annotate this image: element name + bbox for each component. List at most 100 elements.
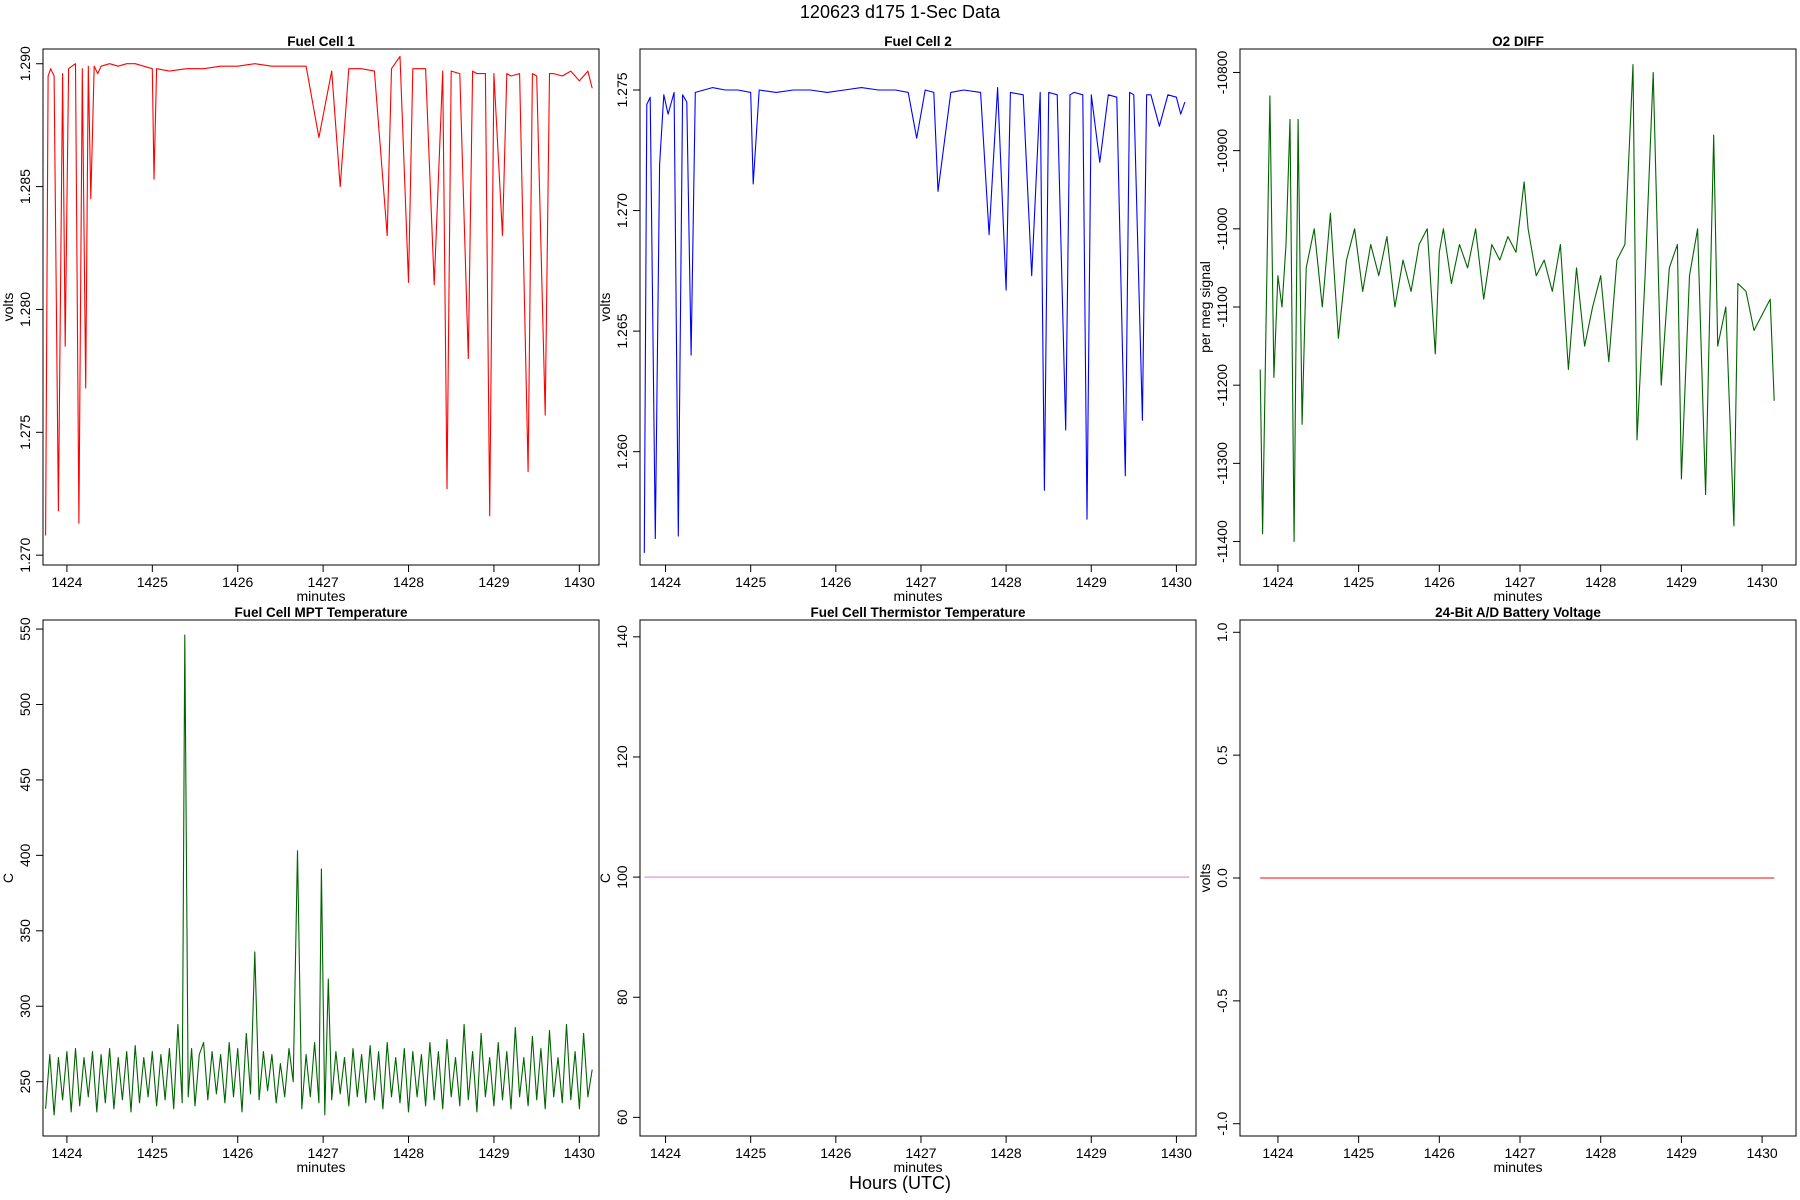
x-tick-label: 1430: [1747, 1145, 1778, 1161]
y-tick-label: 250: [17, 1070, 33, 1094]
y-tick-label: -11100: [1214, 286, 1230, 328]
y-axis-label: C: [0, 873, 16, 883]
series-line-mpt: [45, 634, 593, 1116]
x-axis-label: minutes: [893, 588, 942, 604]
x-tick-label: 1427: [308, 574, 339, 590]
x-tick-label: 1425: [137, 574, 168, 590]
x-tick-label: 1424: [650, 1145, 681, 1161]
series-line-fc1: [45, 55, 593, 536]
panel-title: Fuel Cell 1: [287, 34, 355, 49]
x-tick-label: 1429: [1666, 1145, 1697, 1161]
x-axis-label: minutes: [893, 1159, 942, 1175]
y-tick-label: -10900: [1214, 129, 1230, 173]
x-tick-label: 1426: [222, 1145, 253, 1161]
x-tick-label: 1428: [991, 574, 1022, 590]
x-tick-label: 1429: [478, 1145, 509, 1161]
x-tick-label: 1425: [735, 1145, 766, 1161]
plot-frame: [639, 48, 1197, 566]
panel-title: Fuel Cell 2: [884, 34, 952, 49]
y-tick-label: 1.270: [614, 193, 630, 228]
x-tick-label: 1427: [905, 1145, 936, 1161]
y-tick-label: 0.5: [1214, 745, 1230, 765]
x-tick-label: 1430: [564, 1145, 595, 1161]
x-axis-label: minutes: [296, 588, 345, 604]
panel-fc2: Fuel Cell 2 1424 1425 1426 1427 1428 1429 1430 m…: [597, 34, 1197, 604]
y-tick-label: 1.270: [17, 537, 33, 572]
x-tick-label: 1424: [1262, 1145, 1293, 1161]
x-tick-label: 1424: [51, 1145, 82, 1161]
x-tick-label: 1427: [1504, 1145, 1535, 1161]
outer-xlabel: Hours (UTC): [849, 1173, 951, 1193]
y-tick-label: 60: [614, 1109, 630, 1125]
x-tick-label: 1426: [820, 1145, 851, 1161]
x-axis-label: minutes: [296, 1159, 345, 1175]
y-tick-label: 1.275: [17, 415, 33, 450]
plot-frame: [1239, 48, 1797, 566]
x-tick-label: 1427: [308, 1145, 339, 1161]
page-title: 120623 d175 1-Sec Data: [800, 2, 1001, 22]
y-tick-label: 300: [17, 994, 33, 1018]
y-tick-label: -11400: [1214, 520, 1230, 563]
x-tick-label: 1428: [393, 1145, 424, 1161]
x-tick-label: 1425: [1343, 1145, 1374, 1161]
panel-o2diff: O2 DIFF 1424 1425 1426 1427 1428 1429 1430 minut…: [1197, 34, 1797, 604]
x-tick-label: 1429: [1076, 574, 1107, 590]
x-tick-label: 1426: [222, 574, 253, 590]
panel-title: Fuel Cell MPT Temperature: [234, 605, 408, 620]
y-tick-label: 500: [17, 693, 33, 717]
y-tick-label: -0.5: [1214, 989, 1230, 1013]
x-axis-label: minutes: [1493, 1159, 1542, 1175]
x-tick-label: 1429: [1076, 1145, 1107, 1161]
y-tick-label: 140: [614, 625, 630, 649]
y-tick-label: 1.275: [614, 72, 630, 107]
y-tick-label: -1.0: [1214, 1111, 1230, 1135]
x-tick-label: 1425: [137, 1145, 168, 1161]
panel-title: O2 DIFF: [1492, 34, 1544, 49]
y-tick-label: 1.280: [17, 292, 33, 327]
x-tick-label: 1428: [1585, 574, 1616, 590]
panel-thermistor: Fuel Cell Thermistor Temperature 1424 1425…: [597, 605, 1197, 1175]
x-tick-label: 1428: [1585, 1145, 1616, 1161]
x-tick-label: 1425: [1343, 574, 1374, 590]
panel-fc1: Fuel Cell 1 1424 1425 1426 1427 1428 1429 1430 m…: [0, 34, 600, 604]
x-tick-label: 1425: [735, 574, 766, 590]
panel-title: Fuel Cell Thermistor Temperature: [810, 605, 1026, 620]
x-tick-label: 1430: [1161, 574, 1192, 590]
y-tick-label: 1.260: [614, 434, 630, 469]
y-tick-label: 350: [17, 919, 33, 943]
y-tick-label: 1.0: [1214, 622, 1230, 642]
x-tick-label: 1428: [393, 574, 424, 590]
x-tick-label: 1427: [905, 574, 936, 590]
y-tick-label: -11000: [1214, 207, 1230, 250]
y-tick-label: 450: [17, 768, 33, 792]
y-tick-label: -11200: [1214, 364, 1230, 407]
x-tick-label: 1430: [564, 574, 595, 590]
y-tick-label: -11300: [1214, 442, 1230, 485]
series-line-fc2: [643, 87, 1186, 553]
y-axis-label: volts: [0, 293, 16, 322]
x-tick-label: 1424: [51, 574, 82, 590]
y-tick-label: 80: [614, 989, 630, 1005]
y-tick-label: 550: [17, 617, 33, 641]
y-tick-label: 100: [614, 865, 630, 889]
x-tick-label: 1424: [650, 574, 681, 590]
y-axis-label: volts: [1197, 864, 1213, 893]
x-tick-label: 1430: [1161, 1145, 1192, 1161]
panel-title: 24-Bit A/D Battery Voltage: [1435, 605, 1601, 620]
x-tick-label: 1428: [991, 1145, 1022, 1161]
y-tick-label: 0.0: [1214, 868, 1230, 888]
x-tick-label: 1427: [1504, 574, 1535, 590]
y-tick-label: 400: [17, 843, 33, 867]
y-axis-label: C: [597, 873, 613, 883]
y-tick-label: 120: [614, 745, 630, 769]
panels: Fuel Cell 1 1424 1425 1426 1427 1428 1429 1430 m…: [0, 34, 1797, 1175]
x-tick-label: 1426: [1424, 574, 1455, 590]
series-line-o2diff: [1259, 64, 1775, 543]
x-tick-label: 1426: [820, 574, 851, 590]
x-tick-label: 1429: [1666, 574, 1697, 590]
panel-battery: 24-Bit A/D Battery Voltage 1424 1425 1426 14…: [1197, 605, 1797, 1175]
x-tick-label: 1426: [1424, 1145, 1455, 1161]
y-tick-label: 1.265: [614, 313, 630, 348]
y-tick-label: 1.290: [17, 46, 33, 81]
